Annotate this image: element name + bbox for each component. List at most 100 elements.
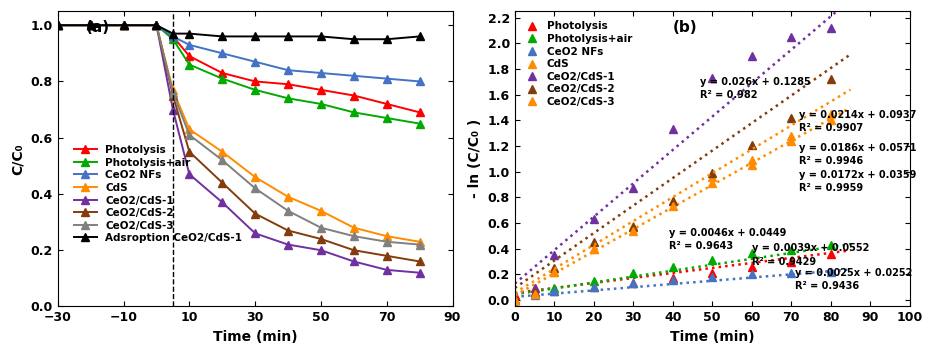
Text: y = 0.0214x + 0.0937
R² = 0.9907: y = 0.0214x + 0.0937 R² = 0.9907 xyxy=(799,110,916,133)
Line: CdS: CdS xyxy=(54,21,423,246)
CeO2/CdS-1 xyxy=(380,268,392,272)
Photolysis xyxy=(167,34,178,39)
CeO2/CdS-3 xyxy=(282,209,294,213)
Adsroption CeO2/CdS-1 xyxy=(183,32,194,36)
Photolysis xyxy=(413,110,425,115)
CdS xyxy=(183,127,194,131)
CdS xyxy=(315,209,327,213)
Photolysis xyxy=(380,102,392,106)
X-axis label: Time (min): Time (min) xyxy=(669,330,753,344)
Text: y = 0.0046x + 0.0449
R² = 0.9643: y = 0.0046x + 0.0449 R² = 0.9643 xyxy=(668,228,785,251)
Line: Photolysis: Photolysis xyxy=(54,21,423,116)
CeO2/CdS-2 xyxy=(347,248,359,252)
CeO2 NFs xyxy=(183,43,194,47)
Photolysis+air xyxy=(52,23,63,27)
CeO2 NFs xyxy=(167,34,178,39)
Adsroption CeO2/CdS-1 xyxy=(167,32,178,36)
CeO2 NFs xyxy=(315,71,327,75)
Adsroption CeO2/CdS-1 xyxy=(315,34,327,39)
CdS xyxy=(85,23,96,27)
Line: Photolysis+air: Photolysis+air xyxy=(54,21,423,127)
Photolysis xyxy=(347,93,359,98)
Line: CeO2/CdS-2: CeO2/CdS-2 xyxy=(54,21,423,265)
Text: y = 0.0172x + 0.0359
R² = 0.9959: y = 0.0172x + 0.0359 R² = 0.9959 xyxy=(799,170,916,193)
CeO2/CdS-3 xyxy=(347,234,359,238)
CeO2 NFs xyxy=(380,76,392,81)
Photolysis+air xyxy=(118,23,129,27)
CdS xyxy=(118,23,129,27)
X-axis label: Time (min): Time (min) xyxy=(212,330,297,344)
CeO2/CdS-3 xyxy=(183,133,194,137)
CeO2/CdS-3 xyxy=(151,23,162,27)
CeO2/CdS-1 xyxy=(167,108,178,112)
CeO2/CdS-2 xyxy=(151,23,162,27)
CdS xyxy=(413,240,425,244)
CdS xyxy=(282,195,294,199)
Photolysis+air xyxy=(183,62,194,67)
Photolysis+air xyxy=(413,121,425,126)
Photolysis+air xyxy=(315,102,327,106)
Photolysis xyxy=(85,23,96,27)
CeO2/CdS-3 xyxy=(167,91,178,95)
CeO2/CdS-2 xyxy=(52,23,63,27)
CeO2/CdS-1 xyxy=(183,172,194,176)
Adsroption CeO2/CdS-1 xyxy=(151,23,162,27)
CeO2 NFs xyxy=(282,68,294,72)
CeO2 NFs xyxy=(118,23,129,27)
Adsroption CeO2/CdS-1 xyxy=(52,23,63,27)
Photolysis+air xyxy=(282,96,294,100)
Photolysis+air xyxy=(151,23,162,27)
CeO2/CdS-1 xyxy=(413,271,425,275)
Photolysis+air xyxy=(347,110,359,115)
Adsroption CeO2/CdS-1 xyxy=(413,34,425,39)
CeO2/CdS-2 xyxy=(380,254,392,258)
CeO2/CdS-1 xyxy=(85,23,96,27)
CeO2/CdS-2 xyxy=(183,149,194,154)
CdS xyxy=(151,23,162,27)
Photolysis xyxy=(183,54,194,58)
Line: Adsroption CeO2/CdS-1: Adsroption CeO2/CdS-1 xyxy=(54,21,423,43)
Text: y = 0.0025x + 0.0252
R² = 0.9436: y = 0.0025x + 0.0252 R² = 0.9436 xyxy=(794,268,912,291)
CeO2/CdS-3 xyxy=(413,242,425,247)
CeO2 NFs xyxy=(52,23,63,27)
Text: (a): (a) xyxy=(85,20,110,35)
Photolysis+air xyxy=(380,116,392,120)
CeO2/CdS-1 xyxy=(151,23,162,27)
CeO2/CdS-3 xyxy=(85,23,96,27)
CeO2/CdS-3 xyxy=(118,23,129,27)
Photolysis+air xyxy=(216,76,228,81)
CeO2/CdS-2 xyxy=(315,237,327,241)
CdS xyxy=(347,225,359,230)
Adsroption CeO2/CdS-1 xyxy=(118,23,129,27)
CeO2 NFs xyxy=(151,23,162,27)
Adsroption CeO2/CdS-1 xyxy=(85,23,96,27)
CeO2 NFs xyxy=(347,74,359,78)
Photolysis+air xyxy=(249,88,261,92)
Photolysis xyxy=(315,88,327,92)
CeO2/CdS-3 xyxy=(216,158,228,162)
CeO2/CdS-2 xyxy=(85,23,96,27)
Photolysis xyxy=(52,23,63,27)
CeO2/CdS-1 xyxy=(347,260,359,264)
CeO2/CdS-1 xyxy=(52,23,63,27)
CeO2/CdS-3 xyxy=(380,240,392,244)
Text: y = 0.0039x + 0.0552
R² = 0.9429: y = 0.0039x + 0.0552 R² = 0.9429 xyxy=(750,244,868,267)
Photolysis xyxy=(249,79,261,83)
Line: CeO2/CdS-3: CeO2/CdS-3 xyxy=(54,21,423,248)
CeO2/CdS-1 xyxy=(216,200,228,204)
CeO2/CdS-3 xyxy=(249,186,261,191)
Adsroption CeO2/CdS-1 xyxy=(347,37,359,42)
CdS xyxy=(380,234,392,238)
CeO2/CdS-2 xyxy=(167,93,178,98)
Adsroption CeO2/CdS-1 xyxy=(380,37,392,42)
Text: (b): (b) xyxy=(672,20,697,35)
CeO2/CdS-3 xyxy=(52,23,63,27)
CeO2/CdS-2 xyxy=(282,228,294,233)
CdS xyxy=(216,149,228,154)
Legend: Photolysis, Photolysis+air, CeO2 NFs, CdS, CeO2/CdS-1, CeO2/CdS-2, CeO2/CdS-3: Photolysis, Photolysis+air, CeO2 NFs, Cd… xyxy=(523,19,633,109)
Photolysis+air xyxy=(85,23,96,27)
CeO2/CdS-2 xyxy=(216,181,228,185)
CdS xyxy=(167,88,178,92)
CeO2 NFs xyxy=(216,51,228,55)
Y-axis label: C/C₀: C/C₀ xyxy=(11,143,25,175)
